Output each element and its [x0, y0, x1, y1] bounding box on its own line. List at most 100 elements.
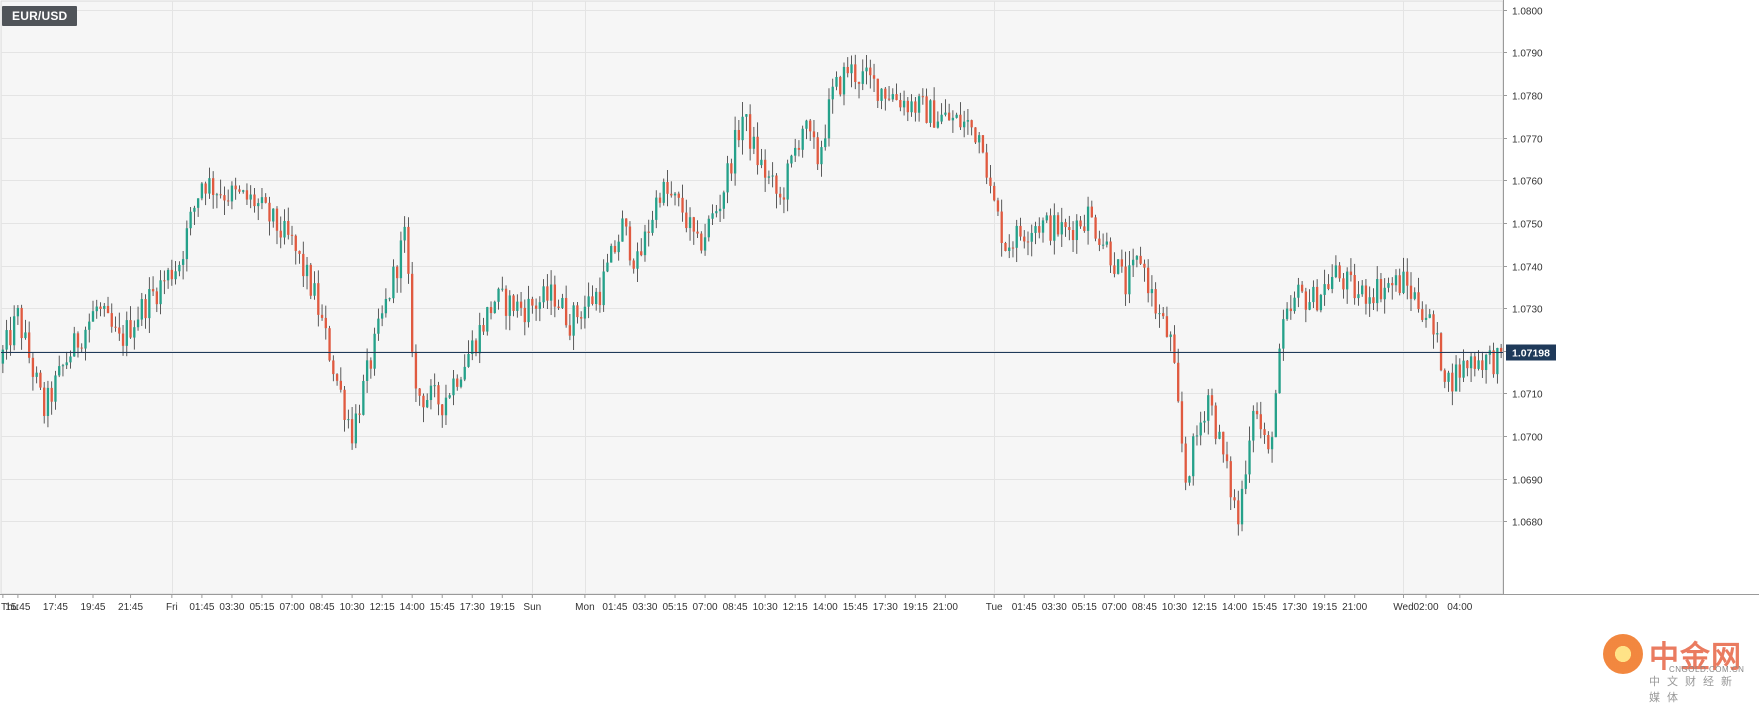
- candle-down: [778, 193, 782, 198]
- candle-up: [380, 313, 384, 319]
- candle-up: [745, 114, 748, 117]
- x-tick-label: 05:15: [1072, 602, 1097, 613]
- candle-up: [1086, 206, 1090, 231]
- candle-down: [1379, 279, 1383, 300]
- candle-down: [1120, 259, 1124, 267]
- candle-up: [516, 301, 519, 311]
- candle-up: [1368, 297, 1371, 304]
- candle-down: [129, 320, 132, 338]
- candle-up: [178, 264, 181, 272]
- candle-up: [208, 178, 211, 194]
- x-tick-label: 03:30: [219, 602, 244, 613]
- candle-up: [1075, 220, 1078, 241]
- x-tick-label: 21:00: [933, 602, 958, 613]
- watermark-subtitle: 中文财经新媒体: [1649, 676, 1739, 704]
- candle-up: [1135, 255, 1139, 260]
- candle-up: [1131, 259, 1135, 266]
- x-tick-label: Fri: [166, 602, 178, 613]
- candle-down: [534, 305, 538, 309]
- candle-down: [80, 347, 83, 349]
- candle-down: [809, 120, 812, 132]
- candle-down: [1439, 333, 1443, 371]
- candle-up: [471, 340, 474, 354]
- candle-up: [1203, 420, 1206, 423]
- candle-down: [884, 88, 887, 99]
- candle-up: [497, 288, 500, 302]
- candle-up: [373, 333, 376, 369]
- candle-down: [1267, 435, 1270, 450]
- candle-up: [891, 94, 894, 100]
- candle-up: [58, 366, 61, 376]
- x-tick-label: 02:00: [1414, 602, 1439, 613]
- candle-down: [763, 159, 767, 178]
- candle-up: [1015, 225, 1018, 248]
- candle-down: [1098, 238, 1101, 245]
- candle-down: [812, 131, 816, 138]
- x-tick-label: 05:15: [249, 602, 274, 613]
- x-tick-label: 15:45: [843, 602, 868, 613]
- candle-up: [136, 319, 140, 328]
- candle-up: [1053, 215, 1056, 241]
- x-tick-label: 01:45: [1012, 602, 1037, 613]
- candle-down: [1451, 372, 1454, 392]
- x-tick-label: 15:45: [430, 602, 455, 613]
- candle-up: [1323, 284, 1326, 295]
- candle-down: [1225, 454, 1229, 462]
- candle-down: [546, 286, 549, 301]
- candle-down: [279, 230, 282, 238]
- candle-down: [456, 378, 459, 387]
- candle-down: [332, 360, 335, 375]
- candle-down: [234, 185, 237, 190]
- candle-down: [1023, 236, 1026, 242]
- x-tick-label: Mon: [575, 602, 594, 613]
- candle-down: [974, 127, 977, 143]
- candle-up: [955, 114, 958, 118]
- candle-down: [339, 380, 342, 390]
- candle-down: [482, 325, 485, 332]
- candle-up: [711, 213, 714, 219]
- x-tick-label: Sun: [523, 602, 541, 613]
- candle-down: [1372, 297, 1375, 304]
- x-tick-label: 07:00: [693, 602, 718, 613]
- symbol-badge[interactable]: EUR/USD: [2, 6, 78, 26]
- candle-down: [414, 351, 418, 389]
- candle-up: [1484, 354, 1488, 371]
- candle-down: [245, 190, 249, 200]
- y-tick-label: 1.0790: [1512, 49, 1543, 60]
- x-tick-label: 12:15: [370, 602, 395, 613]
- candle-up: [148, 289, 151, 319]
- candle-down: [1146, 267, 1150, 294]
- current-price-label: 1.07198: [1512, 348, 1550, 360]
- candle-down: [1019, 225, 1022, 237]
- candle-down: [1068, 227, 1071, 231]
- y-tick-label: 1.0760: [1512, 177, 1543, 188]
- candle-up: [820, 147, 823, 165]
- x-tick-label: 15:45: [5, 602, 30, 613]
- candle-up: [715, 211, 718, 214]
- candle-down: [857, 81, 861, 84]
- x-tick-label: 08:45: [723, 602, 748, 613]
- candle-up: [917, 96, 921, 113]
- y-tick-label: 1.0800: [1512, 7, 1543, 18]
- candle-up: [189, 211, 192, 229]
- candle-down: [1113, 265, 1116, 274]
- candle-down: [264, 197, 267, 203]
- candle-up: [84, 329, 87, 349]
- candle-up: [283, 220, 286, 238]
- candle-down: [681, 197, 684, 213]
- candle-up: [215, 194, 219, 196]
- candle-down: [970, 120, 973, 128]
- candle-down: [658, 197, 662, 203]
- candle-down: [895, 94, 898, 101]
- candle-up: [561, 297, 564, 308]
- candle-down: [1237, 500, 1240, 525]
- y-tick-label: 1.0750: [1512, 220, 1543, 231]
- candle-up: [910, 101, 913, 113]
- candle-up: [966, 120, 970, 122]
- cngold-logo-icon: [1603, 634, 1643, 674]
- candle-down: [1139, 255, 1142, 264]
- candle-up: [760, 159, 763, 166]
- x-tick-label: 17:30: [873, 602, 898, 613]
